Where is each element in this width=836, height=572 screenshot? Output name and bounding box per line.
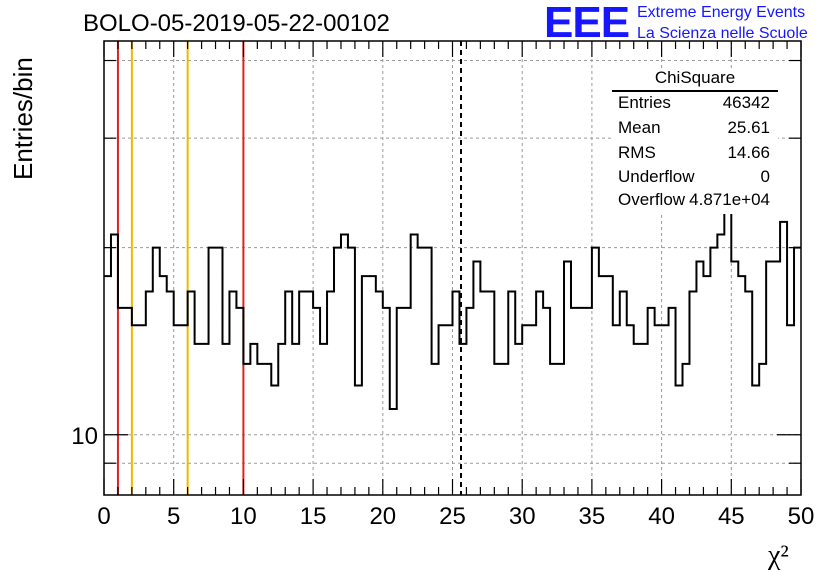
stats-label-mean: Mean [618,118,661,137]
stats-value-mean: 25.61 [727,118,770,137]
x-tick-label: 30 [509,503,536,530]
stats-label-overflow: Overflow [618,190,686,209]
chart-title: BOLO-05-2019-05-22-00102 [83,10,390,37]
stats-label-entries: Entries [618,93,671,112]
stats-header: ChiSquare [654,68,736,87]
x-tick-label: 20 [369,503,396,530]
x-tick-label: 25 [439,503,466,530]
x-tick-label: 0 [97,503,110,530]
x-tick-label: 50 [788,503,815,530]
x-tick-label: 5 [167,503,180,530]
stats-value-overflow: 4.871e+04 [689,190,770,209]
stats-value-entries: 46342 [722,93,770,112]
x-tick-label: 15 [300,503,327,530]
logo-line-2: La Scienza nelle Scuole [637,25,808,42]
stats-box: ChiSquare Entries 46342 Mean 25.61 RMS 1… [612,68,778,214]
x-axis-label: χ² [768,540,789,571]
stats-value-underflow: 0 [760,167,770,186]
x-tick-label: 35 [579,503,606,530]
stats-value-rms: 14.66 [727,143,770,162]
x-tick-label: 40 [648,503,675,530]
logo-line-1: Extreme Energy Events [637,4,806,21]
eee-logo: EEE [544,0,630,47]
stats-label-underflow: Underflow [618,167,695,186]
histogram-line [104,208,801,411]
stats-label-rms: RMS [618,143,656,162]
stats-header-rule [612,90,778,92]
x-tick-label: 45 [718,503,745,530]
x-tick-label: 10 [230,503,257,530]
y-tick-label: 10 [71,423,98,450]
